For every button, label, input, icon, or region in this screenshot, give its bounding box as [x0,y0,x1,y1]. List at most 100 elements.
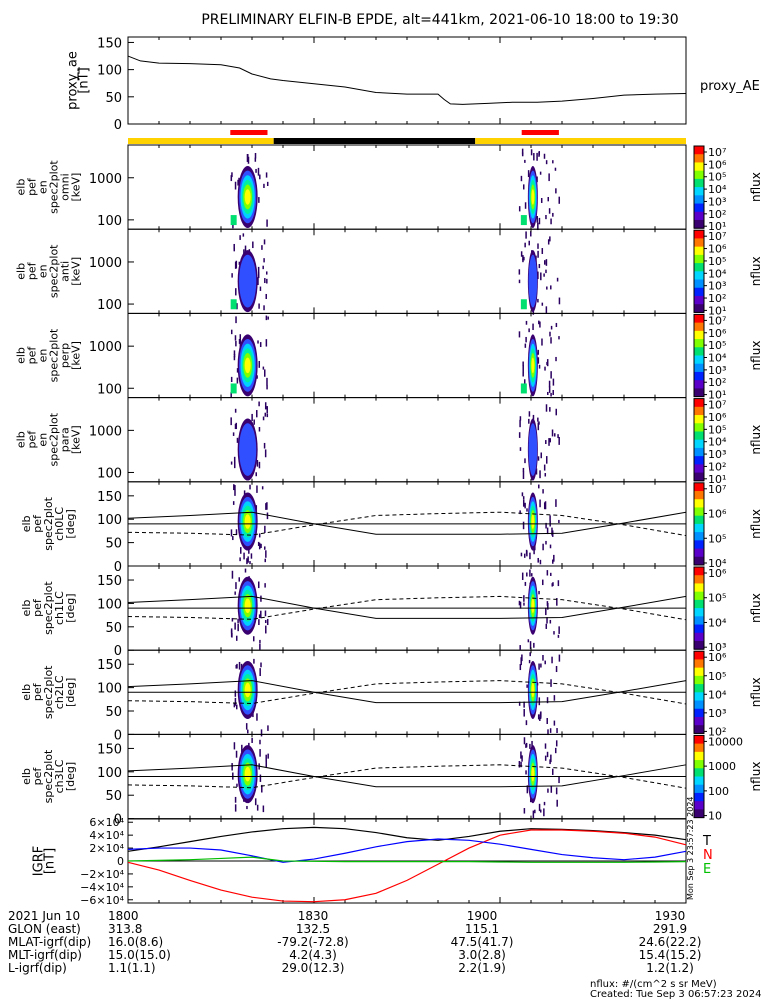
spectrogram-pixel [231,172,233,178]
panel-ylabel-1: en [37,264,50,278]
spectrogram-pixel [240,547,242,554]
spectrogram-pixel [231,617,234,622]
spectrogram-pixel [258,533,261,538]
spectrogram-pixel [254,152,257,159]
colorbar-segment [694,760,704,769]
spectrogram-pixel [526,508,528,512]
spectrogram-pixel [538,484,540,489]
colorbar-segment [694,575,704,584]
spectrogram-pixel [266,385,268,390]
colorbar-segment [694,548,704,558]
spectrogram-pixel [264,412,267,417]
spectrogram-pixel [265,754,267,762]
spectrogram-pixel [265,760,268,768]
colorbar-tick-label: 10⁵ [708,532,726,545]
y-tick-label: 0 [114,118,122,133]
spectrogram-pixel [549,331,551,337]
spectrogram-pixel [545,456,548,464]
colorbar-label: nflux [749,762,763,792]
spectrogram-pixel [555,499,557,507]
spectrogram-pixel [247,729,249,734]
panel-ylabel-6: spec2plot [42,665,55,719]
spectrogram-pixel [545,404,548,412]
spectrogram-cell [244,514,251,529]
spectrogram-pixel [526,550,528,557]
spectrogram-cell [531,189,535,205]
igrf-legend-T: T [702,834,711,849]
proxy-ae-legend: proxy_AE [700,79,760,94]
y-tick-label: 100 [97,64,122,79]
colorbar-segment [694,491,704,500]
colorbar-tick-label: 10⁵ [708,592,726,605]
panel-ylabel-7: spec2plot [42,749,55,803]
colorbar-segment [694,751,704,761]
y-tick-label: 2×10⁴ [89,842,124,855]
spectrogram-pixel [231,273,233,278]
spectrogram-pixel [266,278,268,284]
spectrogram-pixel [547,603,549,610]
spectrogram-pixel [557,580,560,587]
spectrogram-pixel [518,432,521,438]
spectrogram-pixel [557,634,560,638]
colorbar-segment [694,567,704,576]
spectrogram-pixel [258,614,261,619]
colorbar-segment [694,507,704,517]
spectrogram-pixel [545,623,548,629]
spectrogram-pixel [263,305,265,311]
spectrogram-pixel [525,742,528,748]
spectrogram-cell [531,766,535,782]
spectrogram-pixel [520,552,523,557]
spectrogram-pixel [540,452,543,459]
ephemeris-value: 1.1(1.1) [108,961,156,975]
colorbar-segment [694,735,704,745]
spectrogram-pixel [527,170,530,178]
spectrogram-pixel [260,543,262,548]
colorbar-segment [694,431,704,441]
y-tick-label: 50 [105,705,122,720]
colorbar-segment [694,388,704,398]
spectrogram-pixel [522,467,525,473]
spectrogram-pixel [260,729,263,737]
colorbar-segment [694,583,704,593]
colorbar-tick-label: 10¹ [708,220,726,233]
spectrogram-pixel [263,183,265,188]
y-tick-label: 100 [97,513,122,528]
spectrogram-pixel [232,432,235,436]
spectrogram-pixel [528,411,531,417]
colorbar-segment [694,423,704,432]
spectrogram-pixel [518,761,521,768]
spectrogram-pixel [544,501,547,510]
igrf-panel: 6×10⁴4×10⁴2×10⁴0−2×10⁴−4×10⁴−6×10⁴TNEIGR… [32,797,713,907]
spectrogram-pixel [235,529,238,535]
panel-ylabel-6: elb [20,684,33,701]
spectrogram-pixel [265,315,268,321]
ephemeris-value: 15.0(15.0) [108,948,171,962]
spectrogram-pixel [558,436,560,445]
panel-ylabel-2: perp [59,343,72,368]
spectrogram-panels: 1000100elbpefenspec2plotomni[keV]10⁷10⁶1… [15,144,763,828]
spectrogram-panel-2: 1000100elbpefenspec2plotperp[keV]10⁷10⁶1… [15,312,763,402]
spectrogram-pixel [518,206,521,212]
spectrogram-pixel [536,176,538,183]
spectrogram-pixel [521,152,524,157]
spectrogram-pixel [546,697,549,704]
spectrogram-pixel [235,582,237,590]
ephemeris-value: 1.2(1.2) [646,961,694,975]
spectrogram-pixel [266,219,268,227]
spectrogram-pixel [518,701,521,706]
colorbar-segment [694,439,704,449]
panel-ylabel-1: anti [59,261,72,282]
colorbar-segment [694,304,704,313]
colorbar-segment [694,523,704,533]
colorbar-segment [694,616,704,626]
y-tick-label: 150 [97,490,122,505]
spectrogram-pixel [239,334,242,342]
ephemeris-value: 115.1 [465,922,499,936]
spectrogram-pixel [555,408,558,416]
spectrogram-cell [244,189,251,205]
spectrogram-pixel [262,416,265,421]
colorbar-tick-label: 10⁷ [708,483,726,496]
spectrogram-pixel [551,429,554,437]
spectrogram-pixel [233,354,236,358]
